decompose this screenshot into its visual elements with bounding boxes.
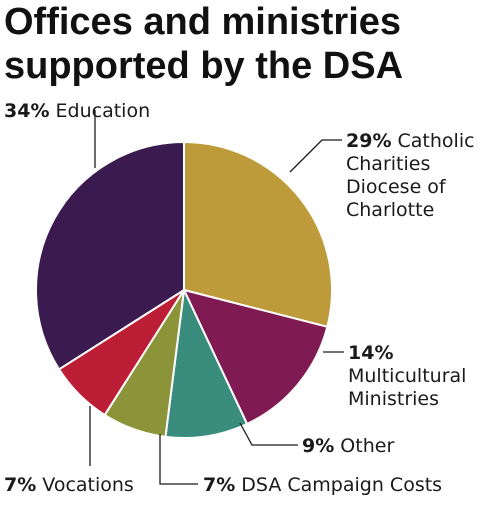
slice-name-line: Charities — [346, 153, 430, 175]
slice-name: Other — [334, 435, 394, 457]
slice-label: 29% Catholic — [346, 130, 475, 152]
pie-slices — [35, 140, 333, 439]
slice-label: 7% Vocations — [4, 474, 134, 496]
slice-name-line: Charlotte — [346, 199, 434, 221]
slice-label: 9% Other — [302, 435, 394, 457]
slice-label: 14% — [348, 342, 393, 364]
slice-name-line: Diocese of — [346, 176, 447, 198]
pie-slice — [35, 140, 185, 371]
slice-percent: 9% — [302, 435, 334, 457]
leader-line — [239, 422, 298, 446]
leader-line — [289, 139, 342, 173]
leader-lines — [89, 110, 344, 485]
slice-percent: 29% — [346, 130, 391, 152]
slice-name: Catholic — [391, 130, 474, 152]
slice-name: Education — [49, 100, 150, 122]
slice-label: 7% DSA Campaign Costs — [203, 474, 442, 496]
slice-name: Vocations — [36, 474, 134, 496]
slice-name: DSA Campaign Costs — [235, 474, 442, 496]
slice-name-line: Ministries — [348, 388, 439, 410]
slice-percent: 14% — [348, 342, 393, 364]
chart-title-line: supported by the DSA — [4, 45, 403, 87]
slice-name-line: Multicultural — [348, 365, 466, 387]
chart-title-line: Offices and ministries — [4, 1, 401, 43]
pie-slice — [182, 288, 329, 426]
slice-percent: 34% — [4, 100, 49, 122]
leader-line — [159, 434, 198, 485]
slice-percent: 7% — [203, 474, 235, 496]
pie-slice — [164, 286, 249, 439]
slice-percent: 7% — [4, 474, 36, 496]
pie-slice — [183, 140, 333, 329]
slice-label: 34% Education — [4, 100, 150, 122]
